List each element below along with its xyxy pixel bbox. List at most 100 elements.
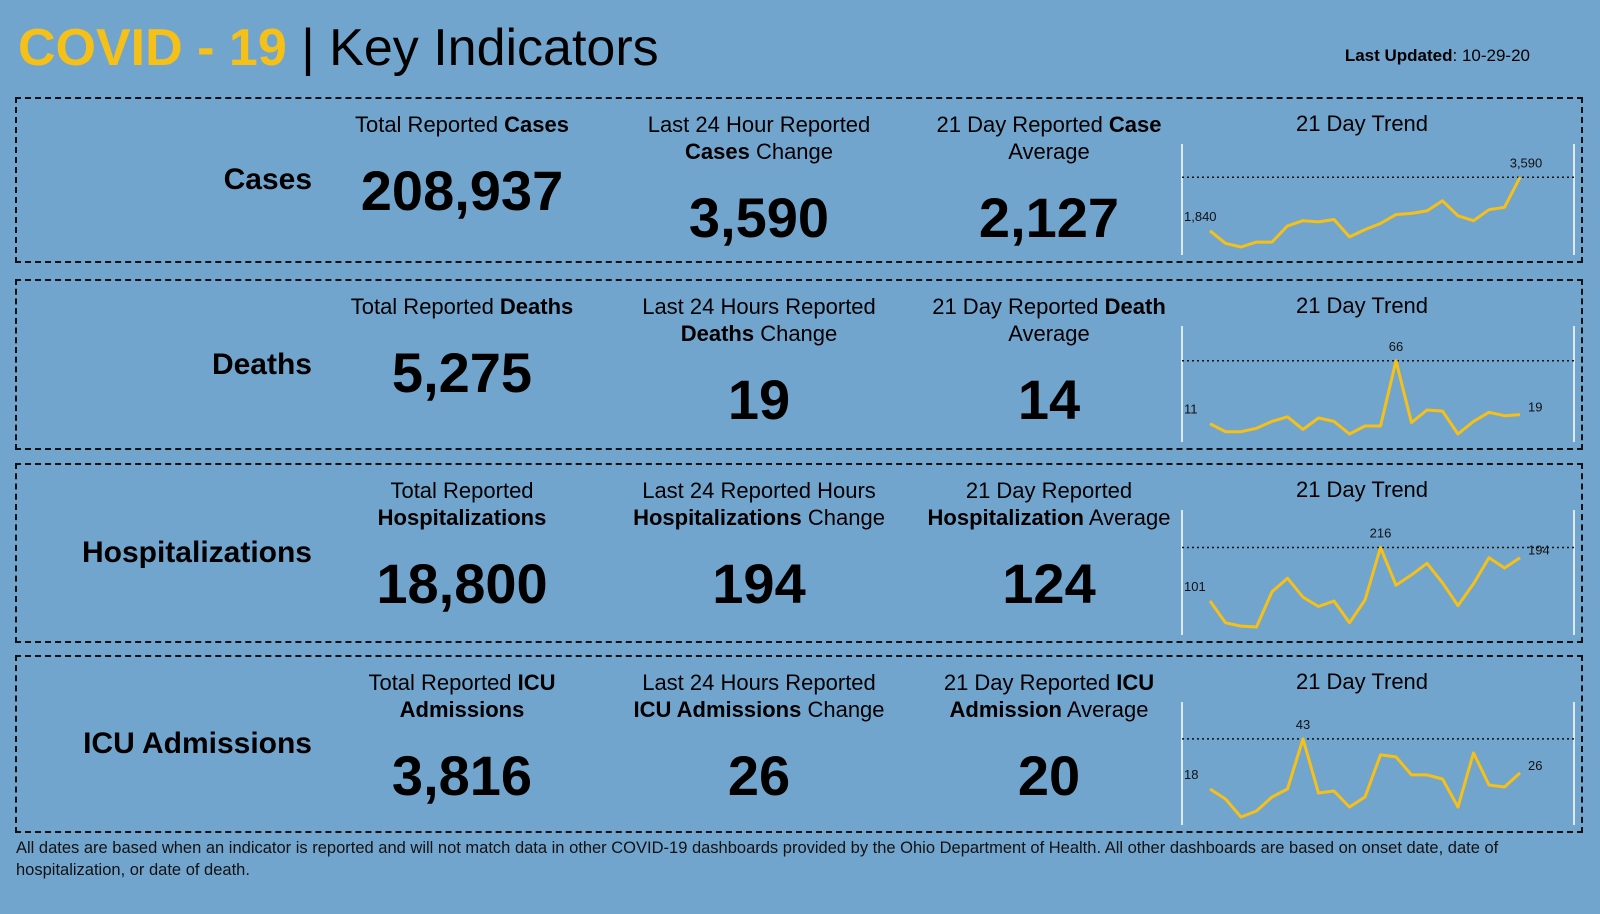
label-line: Hospitalizations (312, 504, 612, 531)
trend-line (1209, 359, 1521, 436)
panel: Hospitalizations Total Reported Hospitaliz… (15, 463, 1583, 643)
stat-label: Last 24 Hour Reported Cases Change (609, 111, 909, 165)
stat-label: Total Reported ICU Admissions (312, 669, 612, 723)
stat-label: Total Reported Cases (312, 111, 612, 138)
label-part: Last 24 Hours Reported (642, 294, 876, 319)
label-part: Total Reported (368, 670, 518, 695)
value-label: 18 (1184, 767, 1198, 782)
stat: 21 Day Reported Death Average 14 (899, 293, 1199, 435)
label-line: 21 Day Reported Death (899, 293, 1199, 320)
label-part: Total Reported (390, 478, 534, 503)
row-name: Hospitalizations (81, 536, 312, 569)
sparkline: 101 216 194 (1181, 510, 1575, 635)
label-line: Hospitalization Average (899, 504, 1199, 531)
label-line: Last 24 Hours Reported (609, 293, 909, 320)
value-label: 3,590 (1510, 155, 1543, 170)
stat-label: 21 Day Reported Case Average (899, 111, 1199, 165)
label-line: Total Reported (312, 477, 612, 504)
value-label: 19 (1528, 400, 1542, 415)
value-label: 101 (1184, 579, 1206, 594)
label-part: Cases (684, 139, 750, 164)
label-part: 21 Day Reported (965, 478, 1133, 503)
stat: Last 24 Reported Hours Hospitalizations C… (609, 477, 909, 619)
label-part: ICU (517, 670, 556, 695)
label-part: Deaths (499, 294, 574, 319)
label-line: ICU Admissions Change (609, 696, 909, 723)
stat-label: Total Reported Deaths (312, 293, 612, 320)
sparkline: 1,840 3,590 (1181, 144, 1575, 255)
stat-value: 2,127 (978, 186, 1120, 249)
label-line: 21 Day Reported Case (899, 111, 1199, 138)
label-part: Last 24 Reported Hours (642, 478, 876, 503)
label-line: 21 Day Reported ICU (899, 669, 1199, 696)
label-part: ICU (1116, 670, 1155, 695)
stat-value: 3,816 (391, 744, 533, 807)
label-part: Average (1084, 505, 1171, 530)
row-name: Deaths (211, 347, 312, 381)
trend-line (1209, 737, 1522, 819)
stat-label: Total Reported Hospitalizations (312, 477, 612, 531)
label-line: Admissions (312, 696, 612, 723)
label-line: Total Reported ICU (312, 669, 612, 696)
stat-value: 19 (727, 368, 791, 431)
label-part: Change (801, 505, 885, 530)
title-text: Key Indicators (329, 19, 659, 77)
value-label: 216 (1370, 526, 1392, 541)
label-part: 21 Day Reported (936, 112, 1109, 137)
label-part: Average (1008, 139, 1090, 164)
stat-label: Last 24 Reported Hours Hospitalizations C… (609, 477, 909, 531)
label-part: Change (749, 139, 834, 164)
trend-line (1208, 546, 1521, 629)
value-label: 43 (1296, 717, 1310, 732)
label-part: Admission (949, 697, 1062, 722)
stat-label: 21 Day Reported Death Average (899, 293, 1199, 347)
label-line: Hospitalizations Change (609, 504, 909, 531)
label-part: Hospitalization (927, 505, 1084, 530)
stat-label: Last 24 Hours Reported Deaths Change (609, 293, 909, 347)
label-part: Average (1062, 697, 1149, 722)
trend-title: 21 Day Trend (1295, 477, 1429, 502)
label-part: Change (801, 697, 885, 722)
stat: Last 24 Hours Reported ICU Admissions Cha… (609, 669, 909, 811)
label-part: Last 24 Hour Reported (647, 112, 871, 137)
label-part: Average (1008, 321, 1090, 346)
stat-label: 21 Day Reported ICU Admission Average (899, 669, 1199, 723)
label-part: 21 Day Reported (932, 294, 1105, 319)
trend-title: 21 Day Trend (1295, 669, 1429, 694)
label-part: Cases (504, 112, 570, 137)
stat-value: 5,275 (391, 341, 533, 404)
stat: Total Reported Deaths 5,275 (312, 293, 612, 408)
value-label: 66 (1389, 339, 1403, 354)
row-name: ICU Admissions (83, 727, 312, 760)
stat-value: 14 (1017, 368, 1081, 431)
title-highlight: COVID - 19 (18, 19, 287, 77)
footer-note: All dates are based when an indicator is… (16, 839, 1499, 879)
updated-label: Last Updated (1344, 46, 1453, 65)
panel: ICU Admissions Total Reported ICU Admissio… (15, 655, 1583, 833)
stat-value: 194 (712, 552, 806, 615)
stat: Last 24 Hours Reported Deaths Change 19 (609, 293, 909, 435)
trend-title: 21 Day Trend (1295, 293, 1429, 318)
label-part: Death (1104, 294, 1166, 319)
stat-label: 21 Day Reported Hospitalization Average (899, 477, 1199, 531)
sparkline: 18 43 26 (1181, 702, 1575, 825)
label-line: Last 24 Hours Reported (609, 669, 909, 696)
label-line: Total Reported Cases (312, 111, 612, 138)
stat-value: 3,590 (688, 186, 830, 249)
label-part: Hospitalizations (377, 505, 547, 530)
row-name: Cases (223, 163, 312, 196)
label-part: Change (754, 321, 838, 346)
stat-value: 18,800 (376, 552, 548, 615)
value-label: 11 (1184, 402, 1198, 417)
stat-value: 208,937 (360, 159, 564, 222)
updated-value: : 10-29-20 (1452, 46, 1531, 65)
stat: Total Reported ICU Admissions 3,816 (312, 669, 612, 811)
stat: 21 Day Reported Case Average 2,127 (899, 111, 1199, 253)
label-line: Total Reported Deaths (312, 293, 612, 320)
stat: 21 Day Reported Hospitalization Average 12… (899, 477, 1199, 619)
label-line: Last 24 Reported Hours (609, 477, 909, 504)
label-line: Average (899, 138, 1199, 165)
label-line: Last 24 Hour Reported (609, 111, 909, 138)
stat: Last 24 Hour Reported Cases Change 3,590 (609, 111, 909, 253)
